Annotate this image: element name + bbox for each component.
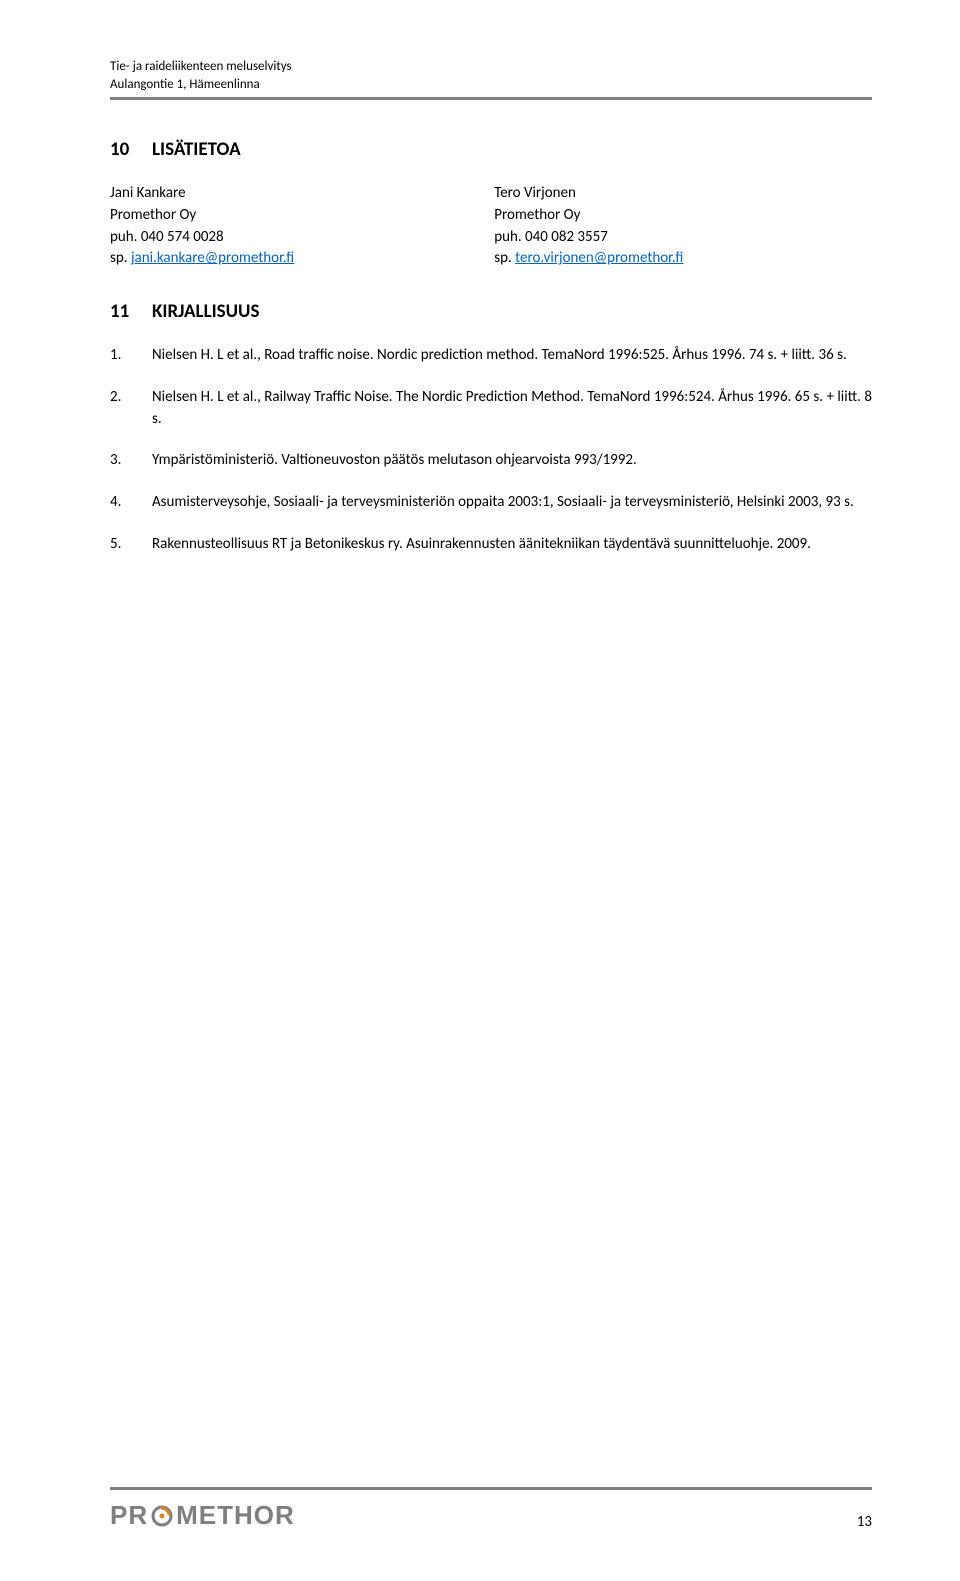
section-10-title: LISÄTIETOA [152,138,241,161]
logo-text-left: PR [110,1500,148,1531]
header-line-1: Tie- ja raideliikenteen meluselvitys [110,58,872,76]
contact-right-company: Promethor Oy [494,205,683,227]
contact-left-phone: puh. 040 574 0028 [110,227,294,249]
page-footer: PR METHOR 13 [110,1487,872,1531]
page-header: Tie- ja raideliikenteen meluselvitys Aul… [110,58,872,93]
reference-text: Nielsen H. L et al., Railway Traffic Noi… [152,387,872,431]
reference-item: 2. Nielsen H. L et al., Railway Traffic … [110,387,872,431]
contact-left: Jani Kankare Promethor Oy puh. 040 574 0… [110,183,294,270]
contact-block: Jani Kankare Promethor Oy puh. 040 574 0… [110,183,872,270]
footer-divider [110,1487,872,1490]
section-10-number: 10 [110,138,152,161]
contact-right-email-link[interactable]: tero.virjonen@promethor.fi [515,249,683,267]
reference-number: 2. [110,387,152,431]
reference-number: 3. [110,450,152,472]
reference-text: Rakennusteollisuus RT ja Betonikeskus ry… [152,534,872,556]
contact-right-email-row: sp. tero.virjonen@promethor.fi [494,248,683,270]
contact-left-email-row: sp. jani.kankare@promethor.fi [110,248,294,270]
reference-item: 1. Nielsen H. L et al., Road traffic noi… [110,345,872,367]
header-line-2: Aulangontie 1, Hämeenlinna [110,76,872,94]
footer-content: PR METHOR 13 [110,1500,872,1531]
reference-item: 5. Rakennusteollisuus RT ja Betonikeskus… [110,534,872,556]
section-10-heading: 10LISÄTIETOA [110,138,872,161]
logo-swirl-icon [151,1505,173,1527]
reference-number: 5. [110,534,152,556]
reference-text: Asumisterveysohje, Sosiaali- ja terveysm… [152,492,872,514]
reference-item: 4. Asumisterveysohje, Sosiaali- ja terve… [110,492,872,514]
reference-item: 3. Ympäristöministeriö. Valtioneuvoston … [110,450,872,472]
contact-right-name: Tero Virjonen [494,183,683,205]
section-11-heading: 11KIRJALLISUUS [110,300,872,323]
reference-list: 1. Nielsen H. L et al., Road traffic noi… [110,345,872,556]
contact-left-email-link[interactable]: jani.kankare@promethor.fi [131,249,294,267]
section-11-number: 11 [110,300,152,323]
contact-left-company: Promethor Oy [110,205,294,227]
page-number: 13 [857,1513,872,1531]
reference-text: Nielsen H. L et al., Road traffic noise.… [152,345,872,367]
contact-right-email-prefix: sp. [494,249,515,267]
reference-number: 1. [110,345,152,367]
logo-text-right: METHOR [176,1500,295,1531]
contact-left-email-prefix: sp. [110,249,131,267]
reference-text: Ympäristöministeriö. Valtioneuvoston pää… [152,450,872,472]
reference-number: 4. [110,492,152,514]
section-11-title: KIRJALLISUUS [152,300,259,323]
header-divider [110,97,872,100]
promethor-logo: PR METHOR [110,1500,295,1531]
contact-left-name: Jani Kankare [110,183,294,205]
contact-right: Tero Virjonen Promethor Oy puh. 040 082 … [494,183,683,270]
contact-right-phone: puh. 040 082 3557 [494,227,683,249]
document-page: Tie- ja raideliikenteen meluselvitys Aul… [0,0,960,1581]
